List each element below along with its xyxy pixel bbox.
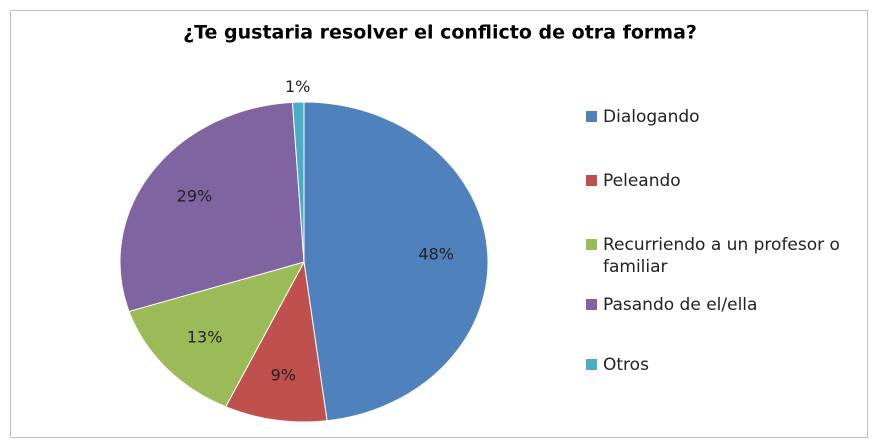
pie-slice xyxy=(224,260,328,423)
legend-swatch xyxy=(586,299,597,310)
pie-slice xyxy=(303,101,489,422)
data-label: 48% xyxy=(418,244,454,263)
legend-swatch xyxy=(586,111,597,122)
legend-swatch xyxy=(586,175,597,186)
legend-label: Dialogando xyxy=(603,107,700,127)
data-label: 1% xyxy=(285,77,310,96)
legend-label: Pasando de el/ella xyxy=(603,295,758,315)
legend-label: Recurriendo a un profesor o familiar xyxy=(603,235,840,277)
legend-item: Recurriendo a un profesor o familiar xyxy=(586,234,876,278)
data-label: 29% xyxy=(177,187,213,206)
legend-label: Peleando xyxy=(603,171,681,191)
chart-title: ¿Te gustaria resolver el conflicto de ot… xyxy=(183,22,697,44)
legend-item: Pasando de el/ella xyxy=(586,294,876,316)
legend-item: Peleando xyxy=(586,170,876,192)
legend-item: Dialogando xyxy=(586,106,876,128)
pie-slice xyxy=(128,261,306,408)
legend-swatch xyxy=(586,239,597,250)
data-label: 9% xyxy=(271,365,296,384)
pie-slice xyxy=(291,101,305,263)
legend-label: Otros xyxy=(603,355,649,375)
pie-slice xyxy=(119,101,305,313)
legend-item: Otros xyxy=(586,354,876,376)
legend-swatch xyxy=(586,359,597,370)
data-label: 13% xyxy=(187,328,223,347)
